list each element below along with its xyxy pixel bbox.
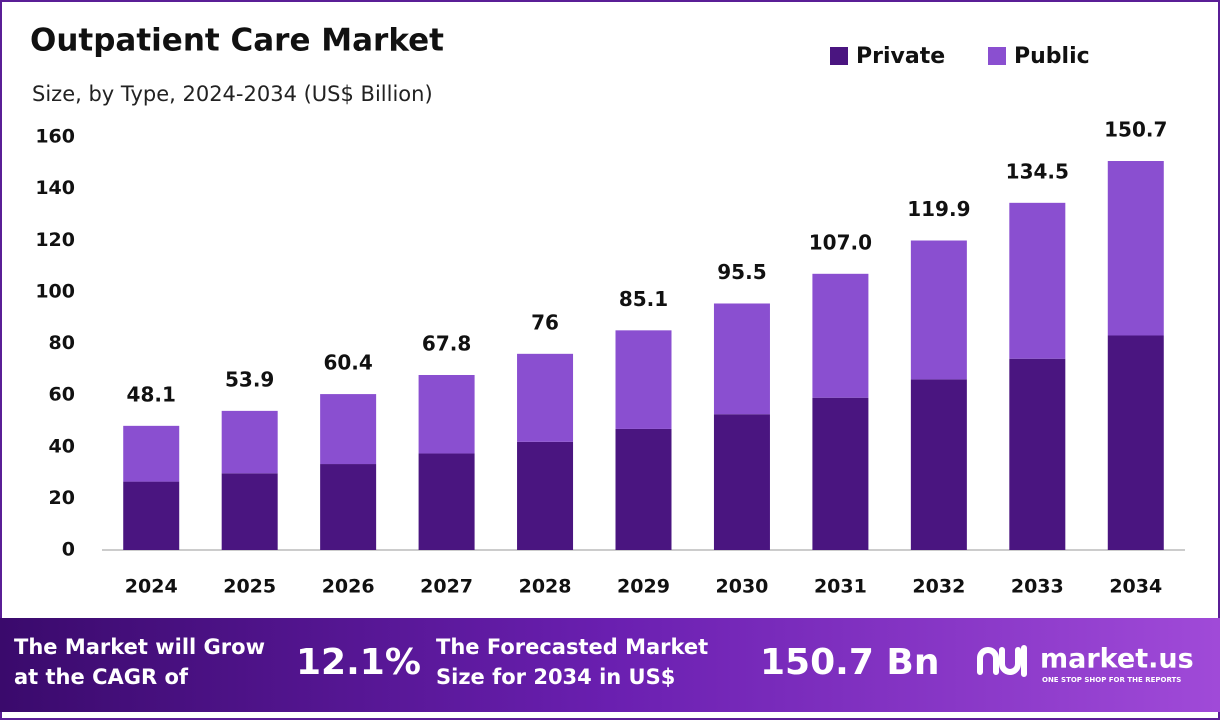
bar-segment: [910, 379, 967, 550]
y-tick-label: 120: [35, 229, 75, 251]
total-label: 85.1: [619, 287, 668, 311]
bar-segment: [1107, 335, 1164, 550]
bar-segment: [713, 303, 770, 415]
footer-text: at the CAGR of: [14, 665, 189, 689]
y-tick-label: 60: [49, 384, 75, 406]
x-tick-label: 2029: [617, 576, 670, 598]
x-tick-label: 2034: [1109, 576, 1162, 598]
bar-segment: [517, 441, 574, 550]
total-label: 48.1: [127, 382, 176, 406]
bar-segment: [910, 240, 967, 380]
total-label: 134.5: [1006, 159, 1069, 183]
x-tick-label: 2024: [125, 576, 178, 598]
x-tick-label: 2027: [420, 576, 473, 598]
bar-segment: [812, 273, 869, 398]
x-tick-label: 2025: [223, 576, 276, 598]
bar-segment: [615, 428, 672, 550]
legend-label: Private: [856, 44, 945, 69]
x-tick-label: 2030: [716, 576, 769, 598]
bar-segment: [123, 481, 180, 550]
total-label: 95.5: [717, 260, 766, 284]
footer-value: 12.1%: [296, 642, 421, 683]
bar-segment: [615, 330, 672, 429]
footer-text: The Forecasted Market: [436, 635, 708, 659]
total-label: 67.8: [422, 331, 471, 355]
bar-segment: [1009, 202, 1066, 359]
y-tick-label: 140: [35, 177, 75, 199]
bar-segment: [812, 397, 869, 550]
x-tick-label: 2033: [1011, 576, 1064, 598]
x-tick-label: 2032: [912, 576, 965, 598]
bar-segment: [221, 410, 278, 474]
chart-subtitle: Size, by Type, 2024-2034 (US$ Billion): [32, 82, 433, 106]
y-tick-label: 100: [35, 280, 75, 302]
footer: The Market will Grow at the CAGR of 12.1…: [14, 635, 1194, 689]
logo: [977, 645, 1027, 677]
footer-text: The Market will Grow: [14, 635, 265, 659]
bar-segment: [123, 425, 180, 482]
footer-text: Size for 2034 in US$: [436, 665, 675, 689]
y-tick-label: 160: [35, 126, 75, 148]
y-tick-label: 40: [49, 435, 75, 457]
bar-segment: [320, 464, 377, 550]
y-tick-label: 20: [49, 487, 75, 509]
bar-segment: [1107, 161, 1164, 336]
bar-segment: [418, 453, 475, 550]
total-label: 76: [531, 310, 559, 334]
y-tick-label: 80: [49, 332, 75, 354]
x-tick-label: 2028: [519, 576, 572, 598]
y-tick-label: 0: [62, 539, 75, 561]
total-label: 107.0: [809, 230, 872, 254]
chart-title: Outpatient Care Market: [30, 23, 444, 59]
legend-swatch: [830, 47, 848, 65]
legend-label: Public: [1014, 44, 1090, 69]
bar-segment: [418, 374, 475, 454]
bar-segment: [221, 473, 278, 550]
x-tick-label: 2031: [814, 576, 867, 598]
total-label: 60.4: [323, 351, 372, 375]
total-label: 119.9: [907, 197, 970, 221]
brand: market.us: [1040, 644, 1194, 675]
tagline: ONE STOP SHOP FOR THE REPORTS: [1042, 676, 1181, 684]
bar-segment: [713, 414, 770, 550]
legend-swatch: [988, 47, 1006, 65]
bar-segment: [320, 394, 377, 465]
bar-segment: [1009, 358, 1066, 550]
footer-value: 150.7 Bn: [760, 642, 939, 683]
total-label: 150.7: [1104, 118, 1167, 142]
bar-segment: [517, 353, 574, 442]
total-label: 53.9: [225, 367, 274, 391]
x-tick-label: 2026: [322, 576, 375, 598]
